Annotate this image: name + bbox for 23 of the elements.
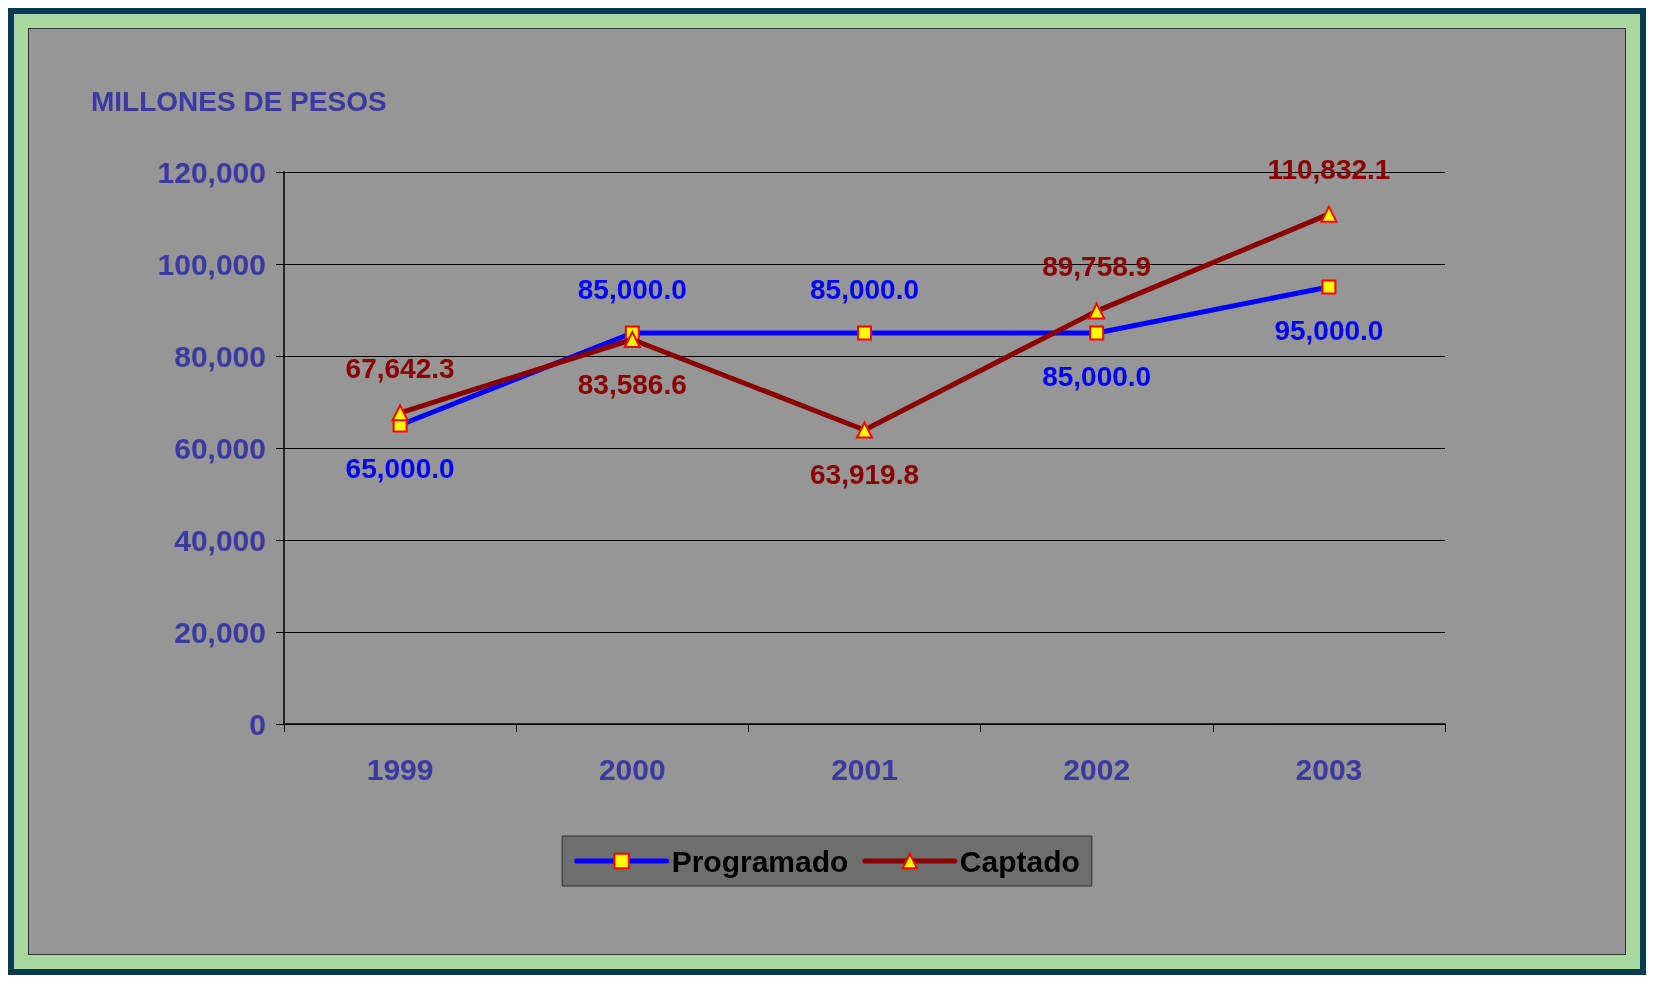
x-tick-label: 2003 [1295,752,1363,786]
data-label: 63,919.8 [810,458,919,490]
y-tick-label: 20,000 [174,615,266,649]
data-label: 85,000.0 [1042,361,1152,392]
x-tick-label: 1999 [366,752,434,786]
y-tick-label: 0 [249,707,266,741]
data-label: 67,642.3 [345,352,455,384]
y-tick-label: 60,000 [174,431,266,465]
data-label: 85,000.0 [577,274,687,305]
legend-label: Programado [671,844,849,878]
x-tick-label: 2002 [1063,752,1131,786]
y-tick-label: 120,000 [157,155,266,189]
y-tick-label: 100,000 [157,247,266,281]
y-tick-label: 80,000 [174,339,266,373]
data-label: 83,586.6 [577,368,687,400]
legend-label: Captado [959,844,1080,878]
x-tick-label: 2000 [598,752,666,786]
y-tick-label: 40,000 [174,523,266,557]
y-axis-title: MILLONES DE PESOS [91,85,387,117]
data-label: 95,000.0 [1274,315,1384,346]
x-tick-label: 2001 [831,752,898,786]
data-label: 85,000.0 [810,274,919,305]
data-label: 65,000.0 [345,453,455,484]
